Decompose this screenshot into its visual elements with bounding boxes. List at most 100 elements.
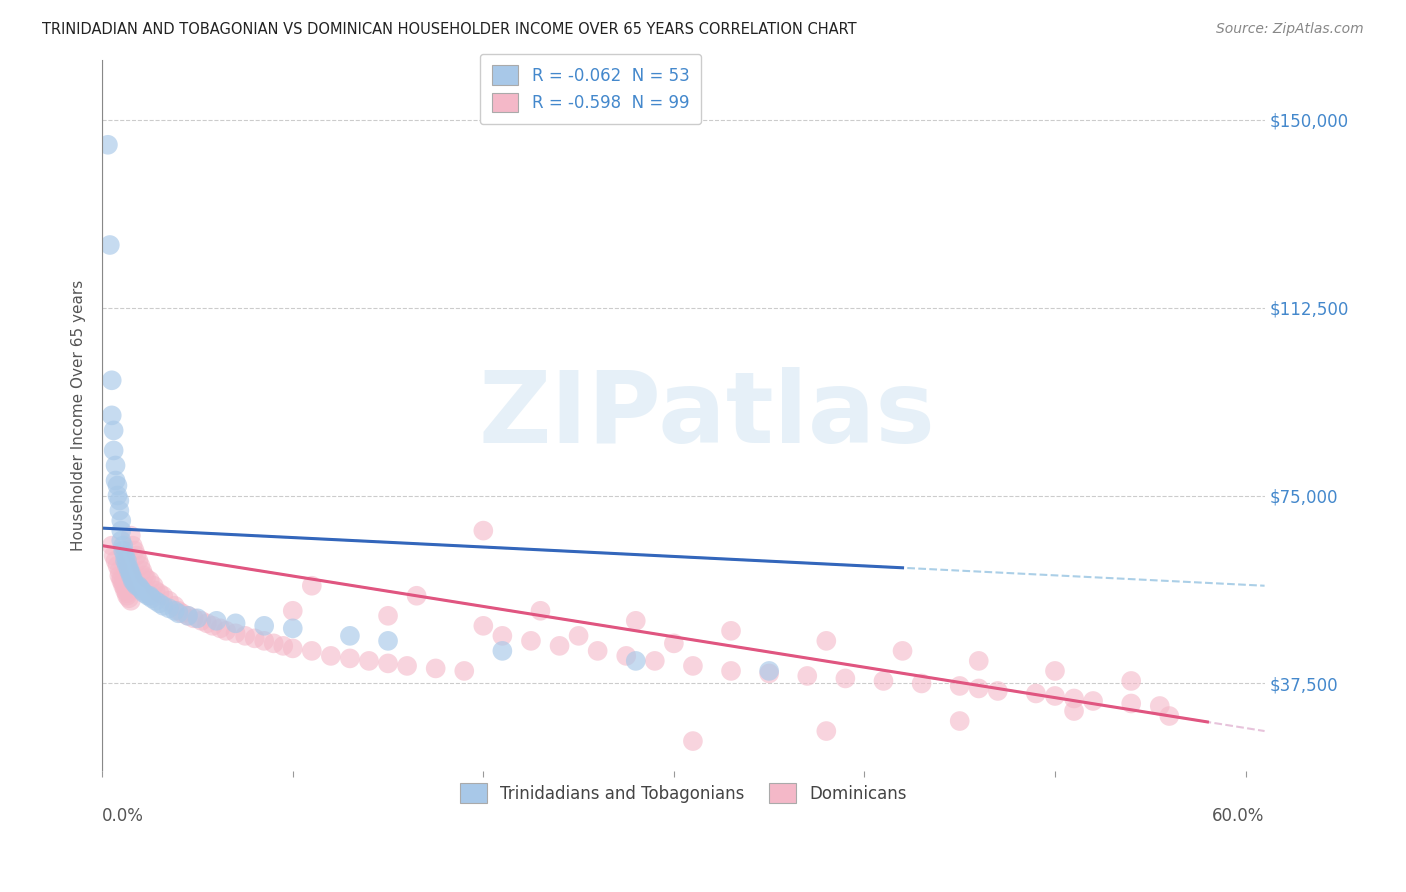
- Text: ZIPatlas: ZIPatlas: [478, 367, 935, 464]
- Point: [357, 654, 380, 668]
- Point: [104, 458, 127, 473]
- Point: [624, 614, 647, 628]
- Y-axis label: Householder Income Over 65 years: Householder Income Over 65 years: [72, 280, 86, 551]
- Point: [339, 651, 361, 665]
- Point: [872, 673, 894, 688]
- Point: [100, 409, 122, 423]
- Point: [145, 583, 167, 598]
- Point: [1043, 664, 1066, 678]
- Point: [112, 543, 135, 558]
- Point: [121, 571, 143, 585]
- Point: [103, 549, 125, 563]
- Point: [201, 619, 224, 633]
- Point: [491, 629, 513, 643]
- Point: [98, 238, 121, 252]
- Point: [139, 574, 162, 588]
- Point: [167, 604, 190, 618]
- Point: [682, 659, 704, 673]
- Point: [157, 601, 180, 615]
- Point: [253, 619, 276, 633]
- Point: [281, 621, 304, 635]
- Point: [114, 583, 136, 598]
- Point: [405, 589, 427, 603]
- Point: [967, 654, 990, 668]
- Point: [167, 607, 190, 621]
- Point: [107, 478, 129, 492]
- Point: [758, 664, 780, 678]
- Point: [491, 644, 513, 658]
- Point: [131, 583, 153, 598]
- Point: [281, 641, 304, 656]
- Point: [263, 636, 285, 650]
- Point: [103, 424, 125, 438]
- Point: [815, 633, 838, 648]
- Text: Source: ZipAtlas.com: Source: ZipAtlas.com: [1216, 22, 1364, 37]
- Point: [910, 676, 932, 690]
- Point: [1121, 673, 1143, 688]
- Point: [125, 579, 148, 593]
- Text: 0.0%: 0.0%: [103, 806, 143, 825]
- Point: [1149, 698, 1171, 713]
- Point: [100, 373, 122, 387]
- Point: [118, 591, 141, 606]
- Point: [1043, 689, 1066, 703]
- Point: [118, 561, 141, 575]
- Point: [209, 621, 232, 635]
- Point: [215, 624, 238, 638]
- Point: [127, 554, 149, 568]
- Point: [186, 611, 208, 625]
- Point: [377, 657, 399, 671]
- Point: [112, 579, 135, 593]
- Point: [115, 554, 138, 568]
- Point: [100, 539, 122, 553]
- Point: [568, 629, 591, 643]
- Point: [1081, 694, 1104, 708]
- Point: [1063, 691, 1085, 706]
- Point: [520, 633, 543, 648]
- Point: [110, 571, 132, 585]
- Point: [142, 579, 165, 593]
- Point: [148, 586, 170, 600]
- Point: [319, 648, 342, 663]
- Point: [377, 608, 399, 623]
- Point: [112, 576, 135, 591]
- Point: [107, 558, 129, 573]
- Point: [104, 474, 127, 488]
- Point: [115, 589, 138, 603]
- Point: [1121, 697, 1143, 711]
- Point: [301, 644, 323, 658]
- Point: [115, 558, 138, 573]
- Point: [115, 586, 138, 600]
- Point: [108, 564, 131, 578]
- Point: [108, 503, 131, 517]
- Point: [586, 644, 609, 658]
- Point: [758, 666, 780, 681]
- Point: [120, 594, 142, 608]
- Point: [145, 594, 167, 608]
- Point: [205, 614, 228, 628]
- Point: [425, 661, 447, 675]
- Point: [301, 579, 323, 593]
- Point: [104, 554, 127, 568]
- Point: [110, 574, 132, 588]
- Point: [163, 599, 186, 613]
- Point: [720, 624, 742, 638]
- Point: [624, 654, 647, 668]
- Point: [271, 639, 294, 653]
- Point: [163, 604, 186, 618]
- Point: [120, 568, 142, 582]
- Point: [108, 493, 131, 508]
- Point: [135, 571, 157, 585]
- Point: [129, 581, 152, 595]
- Point: [1063, 704, 1085, 718]
- Point: [121, 574, 143, 588]
- Point: [183, 611, 205, 625]
- Legend: Trinidadians and Tobagonians, Dominicans: Trinidadians and Tobagonians, Dominicans: [450, 773, 917, 813]
- Point: [967, 681, 990, 696]
- Point: [682, 734, 704, 748]
- Point: [148, 596, 170, 610]
- Point: [120, 566, 142, 581]
- Point: [134, 586, 156, 600]
- Point: [125, 549, 148, 563]
- Text: TRINIDADIAN AND TOBAGONIAN VS DOMINICAN HOUSEHOLDER INCOME OVER 65 YEARS CORRELA: TRINIDADIAN AND TOBAGONIAN VS DOMINICAN …: [42, 22, 856, 37]
